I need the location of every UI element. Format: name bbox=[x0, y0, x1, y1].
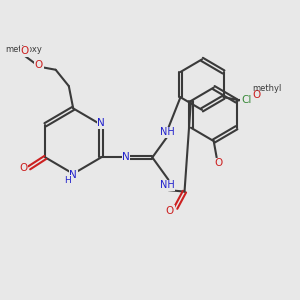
Text: NH: NH bbox=[160, 180, 174, 190]
Text: methoxy: methoxy bbox=[5, 45, 42, 54]
Text: O: O bbox=[35, 60, 43, 70]
Text: Cl: Cl bbox=[241, 95, 251, 105]
Text: O: O bbox=[214, 158, 222, 168]
Text: N: N bbox=[122, 152, 130, 162]
Text: N: N bbox=[97, 118, 105, 128]
Text: O: O bbox=[252, 90, 261, 100]
Text: N: N bbox=[69, 170, 77, 180]
Text: O: O bbox=[19, 163, 28, 173]
Text: O: O bbox=[21, 46, 29, 56]
Text: O: O bbox=[166, 206, 174, 216]
Text: methyl: methyl bbox=[253, 84, 282, 93]
Text: NH: NH bbox=[160, 127, 174, 137]
Text: H: H bbox=[64, 176, 71, 185]
